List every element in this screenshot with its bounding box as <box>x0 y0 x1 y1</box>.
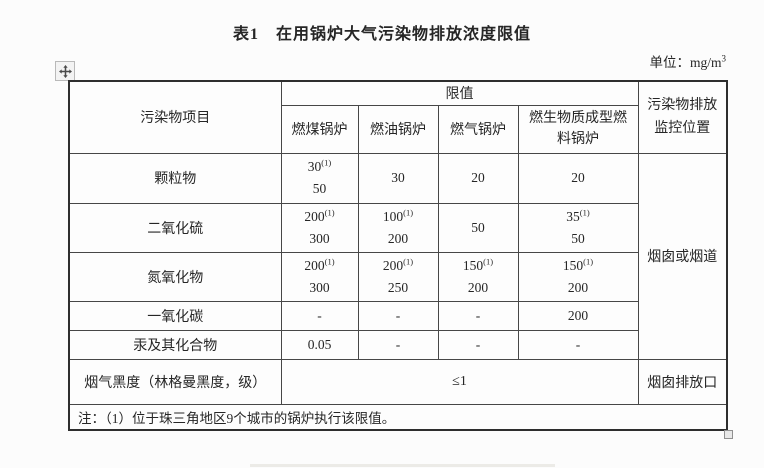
limit-value-line2: 200 <box>387 230 409 246</box>
limit-value: 0.05 <box>307 336 332 352</box>
limit-value-cell: - <box>517 329 639 360</box>
pollutant-name-cell: 氮氧化物 <box>68 251 282 302</box>
limit-value: 150 <box>562 257 584 273</box>
limit-value: 50 <box>471 219 485 235</box>
limit-value-cell: - <box>357 300 439 331</box>
limit-value-cell: 100(1) 200 <box>357 202 439 253</box>
footnote-marker: (1) <box>403 256 414 266</box>
limit-value: - <box>575 336 581 352</box>
blackness-location-cell: 烟囱排放口 <box>637 358 728 405</box>
unit-superscript: 3 <box>721 53 727 64</box>
limit-value-cell: 200(1) 300 <box>280 251 359 302</box>
limit-value: - <box>317 307 322 323</box>
limit-value-cell: 200 <box>517 300 639 331</box>
limit-value-cell: 20 <box>437 152 519 204</box>
limit-value: - <box>395 336 401 352</box>
table-title: 表1 在用锅炉大气污染物排放浓度限值 <box>232 26 531 43</box>
limit-value-cell: - <box>280 300 359 331</box>
limit-value: 200 <box>567 307 589 323</box>
table-note: 注：（1）位于珠三角地区9个城市的锅炉执行该限值。 <box>68 403 728 430</box>
limit-value-cell: 150(1) 200 <box>437 251 519 302</box>
footnote-marker: (1) <box>483 256 494 266</box>
unit-label: 单位：mg/m3 <box>649 51 726 71</box>
header-pollutant-item: 污染物项目 <box>68 80 282 154</box>
limit-value-line2: 300 <box>309 279 330 295</box>
header-boiler-oil: 燃油锅炉 <box>357 104 439 154</box>
emission-limits-table: 污染物项目 限值 污染物排放监控位置 燃煤锅炉 燃油锅炉 燃气锅炉 燃生物质成型… <box>68 80 728 431</box>
limit-value: - <box>395 307 401 323</box>
limit-value-cell: 200(1) 250 <box>357 251 439 302</box>
blackness-value-cell: ≤1 <box>280 358 639 405</box>
limit-value-line2: 50 <box>312 181 327 196</box>
limit-value-cell: 150(1) 200 <box>517 251 639 302</box>
table-move-handle[interactable] <box>55 61 75 81</box>
limit-value-line2: 250 <box>387 279 409 295</box>
move-cross-icon <box>58 64 72 78</box>
limit-value-cell: 200(1) 300 <box>280 202 359 253</box>
limit-value-line2: 300 <box>309 230 330 246</box>
limit-value-cell: 50 <box>437 202 519 253</box>
limit-value: 30 <box>307 159 322 174</box>
unit-text: 单位：mg/m <box>649 55 722 70</box>
footnote-marker: (1) <box>324 256 335 266</box>
limit-value: 200 <box>304 208 325 224</box>
header-boiler-biomass: 燃生物质成型燃料锅炉 <box>517 104 639 154</box>
limit-value-cell: - <box>357 329 439 360</box>
footnote-marker: (1) <box>403 207 414 217</box>
limit-value-cell: - <box>437 300 519 331</box>
header-monitoring-position: 污染物排放监控位置 <box>637 80 728 154</box>
limit-value: 20 <box>571 170 585 185</box>
limit-value-line2: 200 <box>467 279 489 295</box>
pollutant-name-cell: 汞及其化合物 <box>68 329 282 360</box>
footnote-marker: (1) <box>583 256 594 266</box>
limit-value: 35 <box>566 208 580 224</box>
limit-value-cell: - <box>437 329 519 360</box>
header-boiler-coal: 燃煤锅炉 <box>280 104 359 154</box>
limit-value-cell: 30(1) 50 <box>280 152 359 204</box>
limit-value-cell: 0.05 <box>280 329 359 360</box>
pollutant-name-cell: 一氧化碳 <box>68 300 282 331</box>
footnote-marker: (1) <box>579 207 590 217</box>
header-boiler-gas: 燃气锅炉 <box>437 104 519 154</box>
limit-value: 200 <box>382 257 404 273</box>
limit-value: 200 <box>304 257 325 273</box>
monitoring-location-span-cell: 烟囱或烟道 <box>637 152 728 360</box>
limit-value: 150 <box>462 257 484 273</box>
pollutant-name-cell: 二氧化硫 <box>68 202 282 253</box>
limit-value: 30 <box>391 170 405 185</box>
footnote-marker: (1) <box>321 157 332 168</box>
limit-value-cell: 30 <box>357 152 439 204</box>
pollutant-name-cell: 颗粒物 <box>68 152 282 204</box>
limit-value-cell: 20 <box>517 152 639 204</box>
limit-value-cell: 35(1) 50 <box>517 202 639 253</box>
limit-value: - <box>475 336 481 352</box>
footnote-marker: (1) <box>324 207 335 217</box>
cropped-content-artifact <box>250 464 555 467</box>
limit-value: 20 <box>471 170 485 185</box>
limit-value-line2: 50 <box>571 230 585 246</box>
blackness-name-cell: 烟气黑度（林格曼黑度，级） <box>68 358 282 405</box>
limit-value-line2: 200 <box>567 279 589 295</box>
limit-value: 100 <box>382 208 404 224</box>
table-resize-handle[interactable] <box>724 430 733 439</box>
limit-value: - <box>475 307 481 323</box>
header-limit-group: 限值 <box>280 80 639 106</box>
